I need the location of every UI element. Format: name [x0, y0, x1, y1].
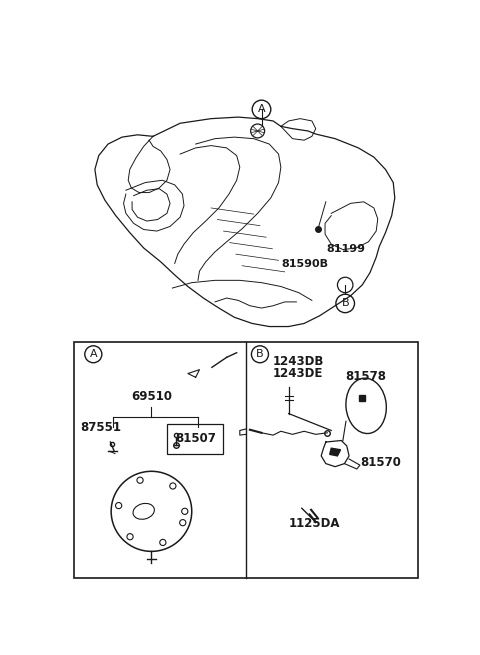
Polygon shape [330, 448, 340, 456]
Text: 81199: 81199 [326, 244, 366, 254]
Text: 81590B: 81590B [281, 259, 328, 269]
Text: A: A [258, 104, 265, 115]
Text: B: B [341, 299, 349, 309]
Bar [74, 342, 418, 578]
Bar [167, 424, 223, 455]
Text: 81507: 81507 [176, 432, 216, 445]
Text: 81578: 81578 [346, 371, 386, 383]
Text: 1243DB: 1243DB [273, 355, 324, 368]
Text: 87551: 87551 [80, 421, 121, 434]
Text: 81570: 81570 [360, 456, 402, 469]
Text: 69510: 69510 [131, 390, 172, 403]
Text: B: B [256, 349, 264, 359]
Text: 1243DE: 1243DE [273, 367, 324, 380]
Text: A: A [89, 349, 97, 359]
Text: 1125DA: 1125DA [288, 517, 340, 530]
